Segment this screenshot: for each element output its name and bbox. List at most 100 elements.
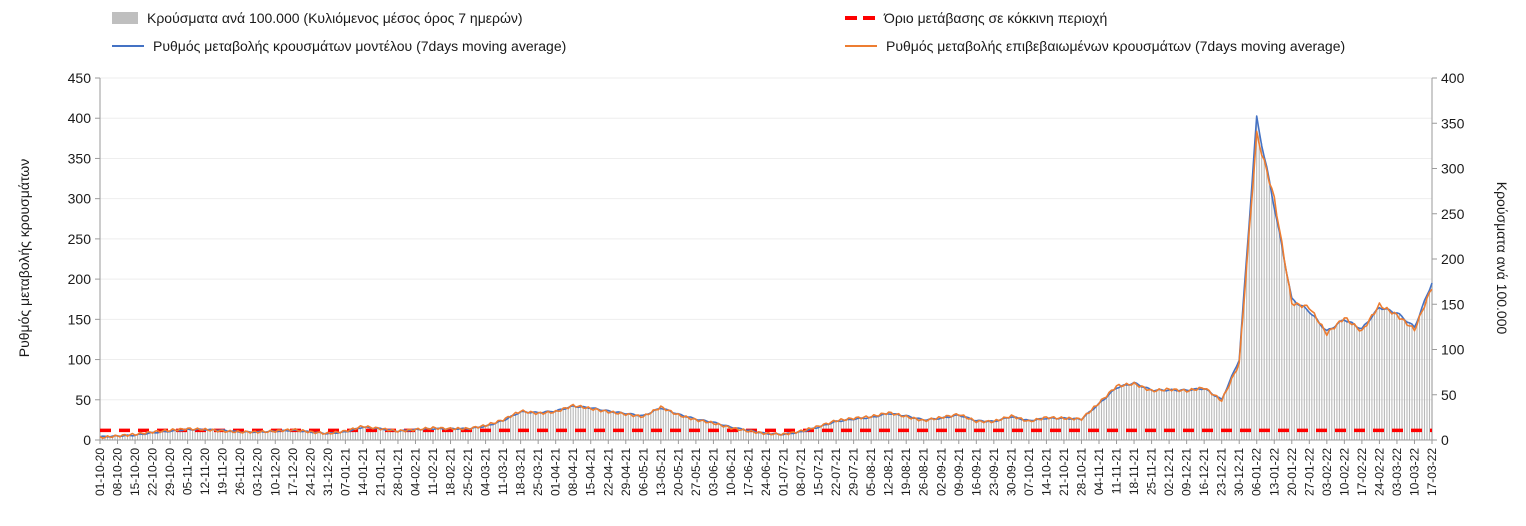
svg-text:100: 100 [1441, 342, 1465, 358]
svg-text:05-08-21: 05-08-21 [864, 448, 878, 496]
svg-text:05-11-20: 05-11-20 [181, 448, 195, 495]
svg-text:31-12-20: 31-12-20 [321, 448, 335, 496]
svg-text:27-05-21: 27-05-21 [689, 448, 703, 496]
svg-text:18-03-21: 18-03-21 [514, 448, 528, 496]
svg-text:17-06-21: 17-06-21 [742, 448, 756, 496]
legend-label-confirmed-line: Ρυθμός μεταβολής επιβεβαιωμένων κρουσμάτ… [886, 38, 1346, 54]
svg-text:04-11-21: 04-11-21 [1092, 448, 1106, 495]
svg-text:28-01-21: 28-01-21 [391, 448, 405, 496]
svg-text:02-12-21: 02-12-21 [1162, 448, 1176, 496]
svg-text:13-05-21: 13-05-21 [654, 448, 668, 496]
bars-swatch-icon [112, 12, 138, 24]
svg-text:03-06-21: 03-06-21 [706, 448, 720, 496]
svg-text:19-08-21: 19-08-21 [899, 448, 913, 496]
svg-text:22-10-20: 22-10-20 [146, 448, 160, 496]
svg-text:14-10-21: 14-10-21 [1039, 448, 1053, 496]
svg-text:10-02-22: 10-02-22 [1337, 448, 1351, 496]
svg-text:08-04-21: 08-04-21 [566, 448, 580, 496]
svg-text:16-12-21: 16-12-21 [1197, 448, 1211, 496]
svg-text:08-10-20: 08-10-20 [111, 448, 125, 496]
svg-text:03-02-22: 03-02-22 [1320, 448, 1334, 496]
svg-text:27-01-22: 27-01-22 [1302, 448, 1316, 496]
svg-text:08-07-21: 08-07-21 [794, 448, 808, 496]
svg-text:10-03-22: 10-03-22 [1408, 448, 1422, 496]
svg-text:26-11-20: 26-11-20 [233, 448, 247, 495]
svg-text:02-09-21: 02-09-21 [934, 448, 948, 496]
svg-text:06-05-21: 06-05-21 [636, 448, 650, 496]
svg-text:26-08-21: 26-08-21 [917, 448, 931, 496]
legend-item-cases-bars: Κρούσματα ανά 100.000 (Κυλιόμενος μέσος … [112, 10, 523, 26]
svg-text:13-01-22: 13-01-22 [1267, 448, 1281, 496]
svg-text:350: 350 [1441, 115, 1465, 131]
svg-text:29-10-20: 29-10-20 [163, 448, 177, 496]
svg-text:25-03-21: 25-03-21 [531, 448, 545, 496]
legend-label-model-line: Ρυθμός μεταβολής κρουσμάτων μοντέλου (7d… [153, 38, 567, 54]
svg-text:24-02-22: 24-02-22 [1372, 448, 1386, 496]
svg-text:300: 300 [1441, 161, 1465, 177]
svg-text:04-02-21: 04-02-21 [409, 448, 423, 496]
svg-text:450: 450 [68, 70, 92, 86]
svg-text:250: 250 [1441, 206, 1465, 222]
legend-item-confirmed-line: Ρυθμός μεταβολής επιβεβαιωμένων κρουσμάτ… [845, 38, 1345, 54]
svg-text:0: 0 [1441, 432, 1449, 448]
axes [95, 77, 1437, 444]
svg-text:0: 0 [83, 432, 91, 448]
svg-text:12-08-21: 12-08-21 [882, 448, 896, 496]
svg-text:150: 150 [68, 311, 92, 327]
svg-text:28-10-21: 28-10-21 [1075, 448, 1089, 496]
confirmed-line [99, 130, 1433, 440]
svg-text:14-01-21: 14-01-21 [356, 448, 370, 496]
svg-text:17-12-20: 17-12-20 [286, 448, 300, 496]
threshold-dash-icon [845, 16, 875, 20]
svg-text:300: 300 [68, 191, 92, 207]
svg-text:200: 200 [1441, 251, 1465, 267]
axis-tick-labels: 0 50 100 150 200 250 300 350 400 450 0 50 100 150 200 2… [68, 70, 1465, 496]
svg-text:01-04-21: 01-04-21 [549, 448, 563, 496]
svg-text:150: 150 [1441, 296, 1465, 312]
svg-text:09-09-21: 09-09-21 [952, 448, 966, 496]
svg-text:12-11-20: 12-11-20 [198, 448, 212, 495]
svg-text:06-01-22: 06-01-22 [1250, 448, 1264, 496]
svg-text:24-06-21: 24-06-21 [759, 448, 773, 496]
svg-text:400: 400 [68, 110, 92, 126]
svg-text:20-05-21: 20-05-21 [671, 448, 685, 496]
legend-label-cases-bars: Κρούσματα ανά 100.000 (Κυλιόμενος μέσος … [147, 10, 523, 26]
svg-text:29-07-21: 29-07-21 [847, 448, 861, 496]
svg-text:18-11-21: 18-11-21 [1127, 448, 1141, 495]
svg-text:100: 100 [68, 352, 92, 368]
svg-text:09-12-21: 09-12-21 [1180, 448, 1194, 496]
svg-text:11-02-21: 11-02-21 [426, 448, 440, 495]
svg-text:17-02-22: 17-02-22 [1355, 448, 1369, 496]
svg-text:30-12-21: 30-12-21 [1232, 448, 1246, 496]
cases-bars [99, 117, 1433, 440]
svg-text:19-11-20: 19-11-20 [216, 448, 230, 495]
svg-text:07-10-21: 07-10-21 [1022, 448, 1036, 496]
svg-text:21-10-21: 21-10-21 [1057, 448, 1071, 496]
svg-text:10-12-20: 10-12-20 [268, 448, 282, 496]
svg-text:03-03-22: 03-03-22 [1390, 448, 1404, 496]
svg-text:17-03-22: 17-03-22 [1425, 448, 1439, 496]
legend-item-threshold: Όριο μετάβασης σε κόκκινη περιοχή [845, 10, 1107, 26]
svg-text:350: 350 [68, 150, 92, 166]
svg-text:18-02-21: 18-02-21 [444, 448, 458, 496]
svg-text:04-03-21: 04-03-21 [479, 448, 493, 496]
svg-text:15-07-21: 15-07-21 [812, 448, 826, 496]
svg-text:30-09-21: 30-09-21 [1004, 448, 1018, 496]
svg-text:15-10-20: 15-10-20 [128, 448, 142, 496]
svg-text:22-04-21: 22-04-21 [601, 448, 615, 496]
svg-text:20-01-22: 20-01-22 [1285, 448, 1299, 496]
svg-text:50: 50 [1441, 387, 1457, 403]
svg-text:11-11-21: 11-11-21 [1110, 448, 1124, 495]
svg-text:400: 400 [1441, 70, 1465, 86]
svg-text:01-07-21: 01-07-21 [777, 448, 791, 496]
svg-text:23-12-21: 23-12-21 [1215, 448, 1229, 496]
svg-text:22-07-21: 22-07-21 [829, 448, 843, 496]
series-lines [99, 115, 1433, 440]
svg-text:25-02-21: 25-02-21 [461, 448, 475, 496]
svg-text:50: 50 [75, 392, 91, 408]
legend-label-threshold: Όριο μετάβασης σε κόκκινη περιοχή [884, 10, 1108, 26]
confirmed-line-swatch-icon [845, 45, 877, 47]
svg-text:29-04-21: 29-04-21 [619, 448, 633, 496]
model-line-swatch-icon [112, 45, 144, 47]
